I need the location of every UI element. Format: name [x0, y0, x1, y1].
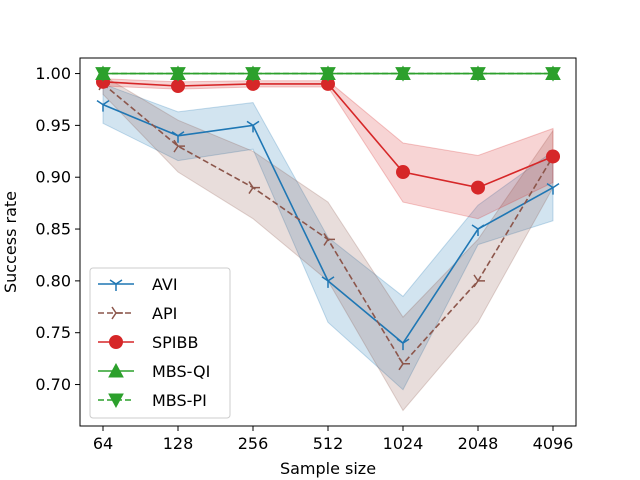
point-api	[473, 274, 485, 288]
y-axis-label: Success rate	[1, 191, 20, 293]
point-mbs-pi	[320, 67, 336, 82]
point-mbs-pi	[170, 67, 186, 82]
point-avi	[96, 100, 110, 112]
point-spibb	[396, 165, 410, 180]
point-api	[323, 232, 335, 246]
legend-frame	[89, 267, 231, 419]
x-tick-label: 256	[238, 434, 269, 453]
y-tick-label: 0.80	[35, 271, 71, 290]
x-tick-label: 4096	[533, 434, 574, 453]
legend-label-spibb: SPIBB	[152, 333, 198, 352]
legend-label-mbs-pi: MBS-PI	[152, 391, 207, 410]
point-api	[398, 357, 410, 371]
legend-label-mbs-qi: MBS-QI	[152, 362, 210, 381]
y-tick-label: 0.70	[35, 375, 71, 394]
point-spibb	[546, 149, 560, 164]
point-api	[173, 139, 185, 153]
x-tick-label: 512	[313, 434, 344, 453]
point-avi	[321, 276, 335, 288]
point-mbs-pi	[545, 67, 561, 82]
y-axis: 0.70 0.75 0.80 0.85 0.90 0.95 1.00	[35, 64, 80, 394]
y-tick-label: 0.85	[35, 220, 71, 239]
confidence-bands	[102, 74, 554, 412]
y-tick-label: 0.90	[35, 168, 71, 187]
legend-label-avi: AVI	[152, 275, 178, 294]
x-axis: 64 128 256 512 1024 2048 4096	[93, 426, 574, 453]
point-avi	[171, 131, 185, 143]
point-api	[248, 181, 260, 194]
legend: AVI API SPIBB MBS-QI MBS-PI	[89, 267, 231, 419]
legend-marker-mbs-pi	[108, 393, 124, 409]
x-tick-label: 1024	[383, 434, 424, 453]
legend-marker-mbs-qi	[108, 362, 124, 378]
x-tick-label: 2048	[458, 434, 499, 453]
point-avi	[396, 338, 410, 351]
point-mbs-pi	[470, 67, 486, 82]
point-avi	[471, 224, 485, 237]
band-avi	[102, 83, 554, 391]
legend-marker-avi	[109, 279, 123, 291]
legend-marker-api	[111, 306, 123, 320]
legend-marker-spibb	[109, 335, 123, 349]
series-markers	[95, 65, 561, 371]
point-mbs-pi	[245, 67, 261, 82]
point-mbs-pi	[395, 67, 411, 82]
y-tick-label: 0.75	[35, 323, 71, 342]
x-axis-label: Sample size	[280, 459, 376, 478]
x-tick-label: 128	[163, 434, 194, 453]
point-spibb	[471, 180, 485, 195]
y-tick-label: 1.00	[35, 64, 71, 83]
band-spibb	[102, 78, 554, 220]
point-mbs-pi	[95, 67, 111, 82]
point-avi	[546, 182, 560, 195]
y-tick-label: 0.95	[35, 116, 71, 135]
legend-label-api: API	[152, 304, 177, 323]
x-tick-label: 64	[93, 434, 113, 453]
point-avi	[246, 120, 260, 133]
